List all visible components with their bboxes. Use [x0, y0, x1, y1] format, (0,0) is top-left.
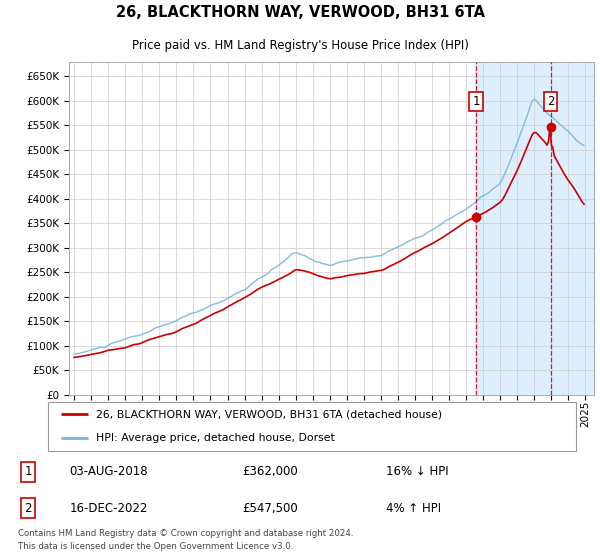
Text: £362,000: £362,000 — [242, 465, 298, 478]
Text: 26, BLACKTHORN WAY, VERWOOD, BH31 6TA: 26, BLACKTHORN WAY, VERWOOD, BH31 6TA — [115, 6, 485, 20]
Text: Contains HM Land Registry data © Crown copyright and database right 2024.
This d: Contains HM Land Registry data © Crown c… — [18, 529, 353, 550]
FancyBboxPatch shape — [48, 402, 576, 451]
Text: Price paid vs. HM Land Registry's House Price Index (HPI): Price paid vs. HM Land Registry's House … — [131, 39, 469, 53]
Text: 2: 2 — [25, 502, 32, 515]
Text: 03-AUG-2018: 03-AUG-2018 — [70, 465, 148, 478]
Text: 2: 2 — [547, 95, 554, 108]
Bar — [475, 62, 598, 395]
Text: 1: 1 — [472, 95, 480, 108]
Text: HPI: Average price, detached house, Dorset: HPI: Average price, detached house, Dors… — [95, 433, 334, 443]
Text: 16-DEC-2022: 16-DEC-2022 — [70, 502, 148, 515]
Text: £547,500: £547,500 — [242, 502, 298, 515]
Text: 1: 1 — [25, 465, 32, 478]
Text: 26, BLACKTHORN WAY, VERWOOD, BH31 6TA (detached house): 26, BLACKTHORN WAY, VERWOOD, BH31 6TA (d… — [95, 409, 442, 419]
Text: 16% ↓ HPI: 16% ↓ HPI — [386, 465, 449, 478]
Text: 4% ↑ HPI: 4% ↑ HPI — [386, 502, 442, 515]
